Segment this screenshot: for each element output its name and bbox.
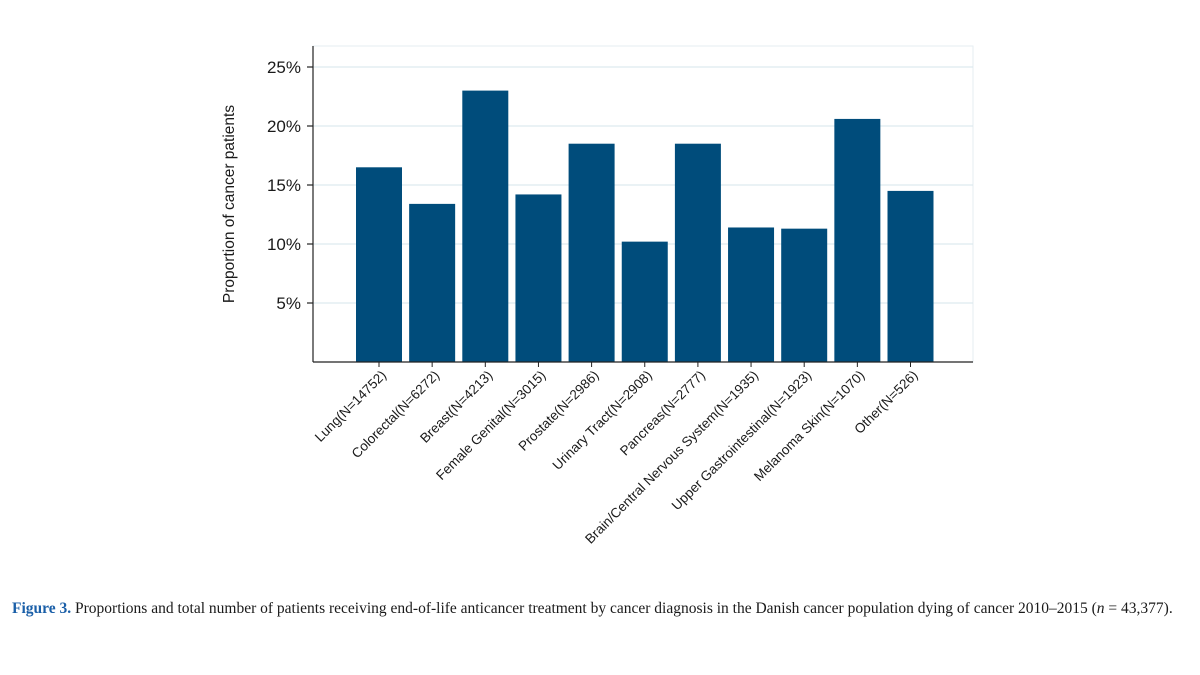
figure-caption: Figure 3. Proportions and total number o… xyxy=(12,598,1192,619)
y-tick-label: 10% xyxy=(267,235,301,254)
y-axis-title: Proportion of cancer patients xyxy=(221,105,238,303)
bar xyxy=(621,241,668,362)
bar xyxy=(781,228,828,362)
bar xyxy=(568,143,615,362)
figure-caption-n-value: = 43,377). xyxy=(1104,600,1173,617)
bar xyxy=(674,143,721,362)
bar xyxy=(887,190,934,362)
x-tick-label: Urinary Tract(N=2908) xyxy=(550,368,655,473)
bar xyxy=(834,118,881,362)
figure-caption-n-symbol: n xyxy=(1096,600,1105,617)
x-tick-label: Colorectal(N=6272) xyxy=(349,368,443,462)
bars xyxy=(356,90,934,362)
bar xyxy=(515,194,562,362)
bar xyxy=(728,227,775,362)
x-tick-label: Female Genital(N=3015) xyxy=(433,368,548,483)
y-tick-label: 25% xyxy=(267,58,301,77)
y-tick-label: 5% xyxy=(276,294,301,313)
x-tick-labels: Lung(N=14752)Colorectal(N=6272)Breast(N=… xyxy=(312,362,921,547)
bar xyxy=(356,167,402,362)
y-tick-label: 20% xyxy=(267,117,301,136)
y-tick-label: 15% xyxy=(267,176,301,195)
bar xyxy=(462,90,509,362)
figure-caption-text: Proportions and total number of patients… xyxy=(71,600,1097,617)
y-ticks: 5% 10% 15% 20% 25% xyxy=(267,58,313,313)
bar-chart: 5% 10% 15% 20% 25% Lung(N=14752)Colorectal(N… xyxy=(221,45,974,547)
bar xyxy=(409,203,456,362)
figure-caption-label: Figure 3. xyxy=(12,600,72,617)
x-tick-label: Melanoma Skin(N=1070) xyxy=(751,368,867,484)
axes xyxy=(312,46,973,363)
